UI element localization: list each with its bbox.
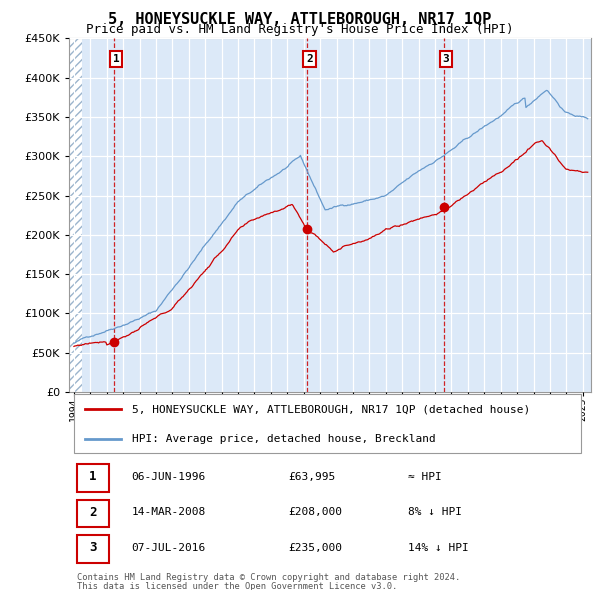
Bar — [77, 464, 109, 492]
Text: £208,000: £208,000 — [288, 507, 342, 517]
Text: 14-MAR-2008: 14-MAR-2008 — [131, 507, 206, 517]
Text: ≈ HPI: ≈ HPI — [409, 472, 442, 482]
Text: 2: 2 — [89, 506, 97, 519]
Text: 1: 1 — [113, 54, 119, 64]
Bar — [77, 500, 109, 527]
Text: 5, HONEYSUCKLE WAY, ATTLEBOROUGH, NR17 1QP (detached house): 5, HONEYSUCKLE WAY, ATTLEBOROUGH, NR17 1… — [131, 404, 530, 414]
Text: 8% ↓ HPI: 8% ↓ HPI — [409, 507, 463, 517]
Text: 3: 3 — [89, 541, 97, 554]
Text: This data is licensed under the Open Government Licence v3.0.: This data is licensed under the Open Gov… — [77, 582, 397, 590]
Text: £63,995: £63,995 — [288, 472, 335, 482]
Text: 07-JUL-2016: 07-JUL-2016 — [131, 543, 206, 553]
Text: HPI: Average price, detached house, Breckland: HPI: Average price, detached house, Brec… — [131, 434, 436, 444]
Text: 3: 3 — [443, 54, 449, 64]
Text: 5, HONEYSUCKLE WAY, ATTLEBOROUGH, NR17 1QP: 5, HONEYSUCKLE WAY, ATTLEBOROUGH, NR17 1… — [109, 12, 491, 27]
Text: Contains HM Land Registry data © Crown copyright and database right 2024.: Contains HM Land Registry data © Crown c… — [77, 573, 460, 582]
Text: £235,000: £235,000 — [288, 543, 342, 553]
Bar — [77, 535, 109, 563]
Text: Price paid vs. HM Land Registry's House Price Index (HPI): Price paid vs. HM Land Registry's House … — [86, 23, 514, 36]
Text: 2: 2 — [306, 54, 313, 64]
Text: 1: 1 — [89, 470, 97, 483]
Text: 14% ↓ HPI: 14% ↓ HPI — [409, 543, 469, 553]
Text: 06-JUN-1996: 06-JUN-1996 — [131, 472, 206, 482]
